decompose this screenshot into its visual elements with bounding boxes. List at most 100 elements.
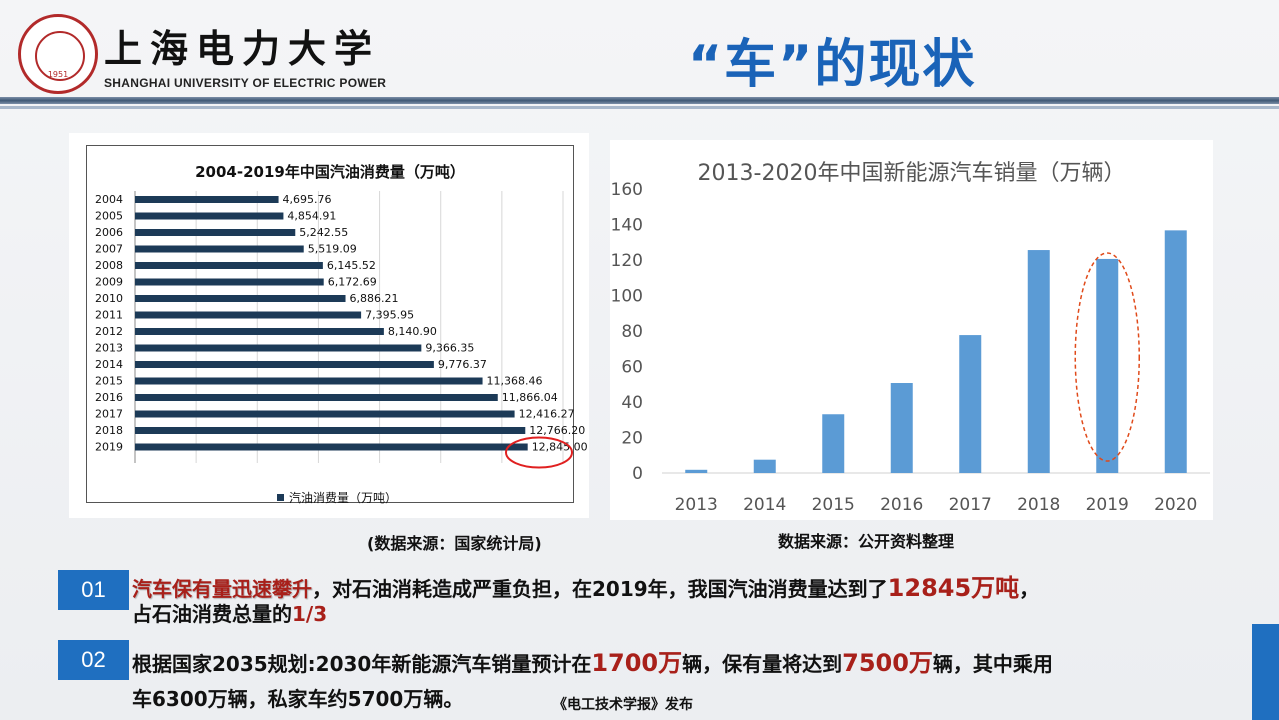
bar: [753, 459, 776, 473]
bar: [135, 344, 422, 352]
bullet-01-text: ，对石油消耗造成严重负担，在2019年，我国汽油消费量达到了: [312, 577, 888, 601]
y-tick-label: 40: [621, 393, 643, 413]
bullet-02-text-a: 根据国家2035规划:2030年新能源汽车销量预计在: [132, 652, 592, 676]
category-label: 2008: [95, 259, 123, 272]
bar: [135, 427, 526, 434]
source-note-right: 数据来源：公开资料整理: [778, 532, 955, 551]
bar: [822, 414, 845, 473]
bar: [135, 212, 284, 220]
category-label: 2004: [95, 193, 123, 206]
data-label: 9,366.35: [425, 342, 474, 355]
university-name-en: SHANGHAI UNIVERSITY OF ELECTRIC POWER: [104, 76, 387, 90]
category-label: 2015: [95, 375, 123, 388]
data-label: 4,695.76: [283, 193, 332, 206]
data-label: 6,886.21: [350, 292, 399, 305]
chart-title: 2004-2019年中国汽油消费量（万吨）: [195, 163, 465, 181]
source-note-left: (数据来源：国家统计局): [367, 534, 542, 553]
bullet-01-value: 12845万吨: [887, 574, 1020, 602]
data-label: 5,519.09: [308, 243, 357, 256]
data-label: 12,766.20: [529, 424, 585, 437]
bar: [1096, 258, 1119, 473]
data-label: 11,368.46: [487, 375, 543, 388]
highlight-ellipse: [1074, 252, 1140, 462]
bullet-01-line2-text: 占石油消费总量的: [132, 602, 292, 626]
category-label: 2014: [95, 358, 123, 371]
x-tick-label: 2014: [743, 495, 786, 515]
y-tick-label: 60: [621, 358, 643, 378]
university-seal-logo: 1951: [18, 14, 98, 94]
bullet-badge-02: 02: [58, 640, 129, 680]
bar: [135, 361, 434, 368]
bullet-01-line-2: 占石油消费总量的1/3: [132, 598, 327, 627]
category-label: 2018: [95, 424, 123, 437]
data-label: 6,145.52: [327, 259, 376, 272]
bullet-01-line-1: 汽车保有量迅速攀升，对石油消耗造成严重负担，在2019年，我国汽油消费量达到了1…: [132, 568, 1039, 603]
x-tick-label: 2016: [880, 495, 923, 515]
category-label: 2010: [95, 292, 123, 305]
category-label: 2005: [95, 210, 123, 223]
header: 1951 上海电力大学 SHANGHAI UNIVERSITY OF ELECT…: [0, 0, 1279, 112]
header-divider: [0, 97, 1279, 104]
x-tick-label: 2018: [1017, 495, 1060, 515]
x-tick-label: 2017: [949, 495, 992, 515]
seal-year: 1951: [47, 70, 69, 79]
category-label: 2006: [95, 226, 123, 239]
data-label: 5,242.55: [299, 226, 348, 239]
chart-frame: 2004-2019年中国汽油消费量（万吨） 汽油消费量（万吨）: [86, 145, 574, 506]
gasoline-consumption-chart: 2004-2019年中国汽油消费量（万吨） 汽油消费量（万吨） 2004 4,69…: [69, 133, 589, 518]
bar: [135, 443, 528, 451]
data-label: 12,416.27: [519, 408, 575, 421]
y-tick-label: 80: [621, 322, 643, 342]
nev-bar-plot: 0 20 40 60 80 100 120 140 160 2013 2014 2015 2016 201…: [611, 180, 1210, 515]
bar: [135, 328, 384, 335]
bar: [135, 196, 279, 203]
page-title: “车”的现状: [688, 35, 977, 95]
bar: [135, 394, 498, 401]
bar: [135, 311, 362, 319]
category-label: 2017: [95, 408, 123, 421]
bar: [135, 295, 346, 302]
publisher-note: 《电工技术学报》发布: [553, 697, 693, 713]
chart-legend: 汽油消费量（万吨）: [277, 489, 397, 506]
bar: [1027, 250, 1050, 473]
bar: [135, 410, 515, 418]
bullet-02-line-1: 根据国家2035规划:2030年新能源汽车销量预计在1700万辆，保有量将达到7…: [132, 643, 1053, 678]
gasoline-bar-plot: 2004 4,695.76 2005 4,854.91 2006 5,242.55 2007…: [95, 191, 588, 469]
bar: [959, 335, 982, 473]
y-tick-label: 120: [611, 251, 643, 271]
y-tick-label: 140: [611, 216, 643, 236]
data-label: 9,776.37: [438, 358, 487, 371]
y-tick-label: 20: [621, 429, 643, 449]
category-label: 2011: [95, 309, 123, 322]
header-divider-thin: [0, 106, 1279, 109]
side-accent-bar: [1252, 624, 1279, 720]
bullet-02-text-c: 辆，其中乘用: [932, 652, 1053, 676]
data-label: 6,172.69: [328, 276, 377, 289]
bar: [890, 383, 913, 473]
y-tick-label: 100: [611, 287, 643, 307]
nev-sales-chart: 2013-2020年中国新能源汽车销量（万辆） 0 20 40 60 80 100 120 1…: [610, 140, 1213, 520]
category-label: 2013: [95, 342, 123, 355]
category-label: 2016: [95, 391, 123, 404]
highlight-ellipse: [505, 436, 573, 469]
y-tick-label: 0: [632, 464, 643, 484]
seal-inner-ring: [35, 31, 85, 81]
x-tick-label: 2013: [675, 495, 718, 515]
category-label: 2007: [95, 243, 123, 256]
x-tick-label: 2015: [812, 495, 855, 515]
data-label: 7,395.95: [365, 309, 414, 322]
legend-swatch: [277, 494, 284, 501]
bar: [685, 469, 708, 473]
bullet-01-highlight: 汽车保有量迅速攀升: [132, 577, 312, 601]
data-label: 4,854.91: [287, 210, 336, 223]
bullet-02-value-1: 1700万: [591, 649, 683, 677]
y-tick-label: 160: [611, 180, 643, 200]
bar: [135, 377, 483, 385]
bar: [135, 229, 296, 236]
x-tick-label: 2020: [1154, 495, 1197, 515]
bullet-02-text-b: 辆，保有量将达到: [682, 652, 843, 676]
data-label: 11,866.04: [502, 391, 558, 404]
bullet-01-end: ，: [1019, 577, 1040, 601]
bar: [135, 262, 323, 269]
bullet-02-line-2: 车6300万辆，私家车约5700万辆。: [132, 687, 464, 711]
